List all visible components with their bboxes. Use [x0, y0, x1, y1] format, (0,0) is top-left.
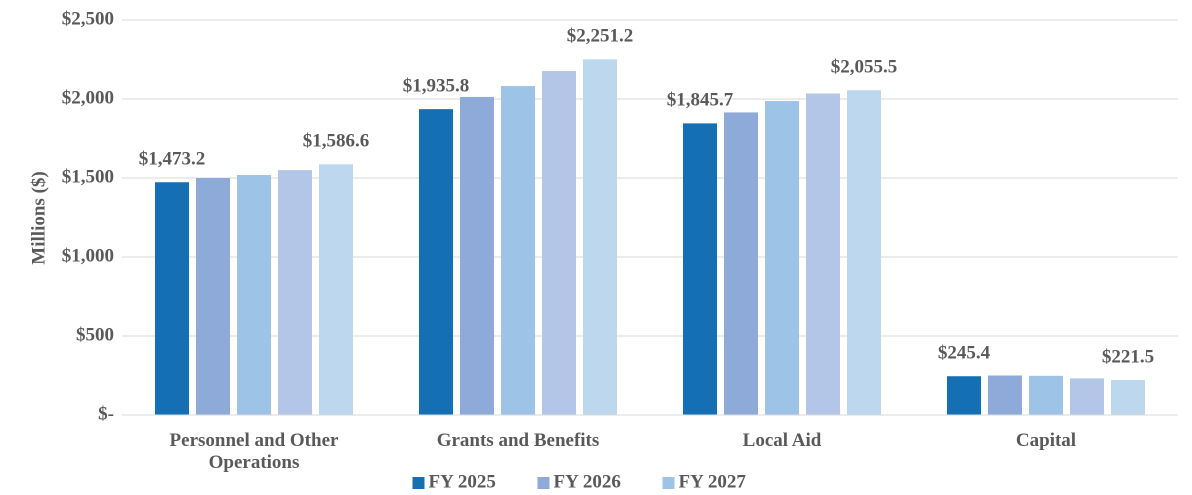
bar [237, 174, 271, 415]
bar [583, 59, 617, 416]
x-tick-label-box: Grants and Benefits [436, 430, 600, 451]
bar [419, 109, 453, 415]
data-label: $1,586.6 [303, 131, 370, 152]
data-label: $2,251.2 [567, 26, 634, 47]
data-label: $245.4 [938, 343, 991, 364]
y-tick-label: $- [98, 403, 114, 424]
data-label: $221.5 [1102, 346, 1154, 367]
legend-label: FY 2026 [554, 471, 621, 492]
legend-swatch [412, 477, 425, 489]
bar [947, 376, 981, 415]
bar [196, 178, 230, 415]
x-tick-label: Grants and Benefits [436, 430, 600, 451]
y-axis-label: Millions ($) [28, 171, 49, 264]
bar [847, 90, 881, 415]
bar [683, 123, 717, 416]
y-tick-label: $1,500 [62, 166, 114, 187]
bar [765, 101, 799, 415]
x-tick-label: Capital [1015, 430, 1077, 451]
legend-label: FY 2025 [429, 471, 496, 492]
data-label: $1,935.8 [403, 76, 470, 97]
y-tick-label: $1,000 [62, 245, 114, 266]
legend-label: FY 2027 [679, 471, 747, 492]
x-tick-label: Personnel and Other Operations [169, 430, 339, 473]
bar [319, 164, 353, 415]
x-tick-label-box: Local Aid [742, 430, 822, 451]
bar [542, 71, 576, 415]
bar [806, 93, 840, 415]
bar [1111, 380, 1145, 415]
y-tick-label: $500 [76, 324, 114, 345]
bar [155, 182, 189, 415]
data-label: $1,845.7 [667, 90, 734, 111]
bar [988, 375, 1022, 415]
y-tick-label: $2,000 [62, 87, 114, 108]
x-tick-label: Local Aid [742, 430, 822, 451]
bar [724, 112, 758, 416]
bar [1029, 375, 1063, 415]
x-tick-label-box: Personnel and Other Operations [169, 430, 339, 473]
x-tick-label-box: Capital [1015, 430, 1077, 451]
bar [1070, 378, 1104, 415]
y-tick-label: $2,500 [62, 8, 114, 29]
legend-swatch [662, 477, 675, 489]
bar [460, 96, 494, 416]
bar [501, 86, 535, 415]
legend-swatch [537, 477, 550, 489]
data-label: $1,473.2 [139, 149, 206, 170]
data-label: $2,055.5 [831, 57, 898, 78]
bar [278, 170, 312, 415]
